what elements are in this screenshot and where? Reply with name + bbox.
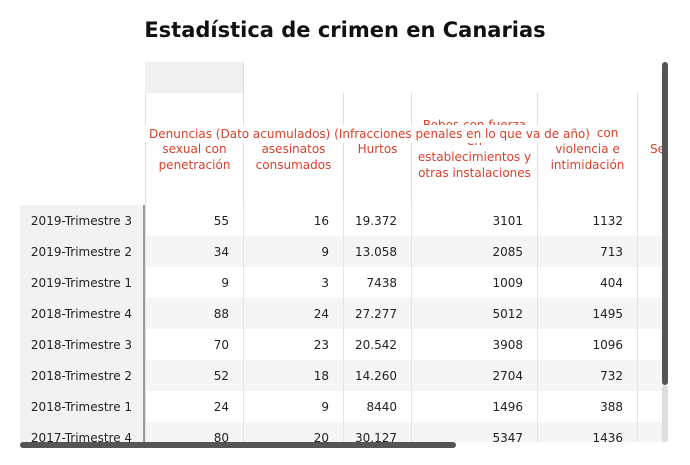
cell-value: 8440 bbox=[343, 391, 411, 422]
cell-value: 70 bbox=[145, 329, 243, 360]
cell-value: 55 bbox=[145, 205, 243, 236]
cell-value: 2704 bbox=[411, 360, 537, 391]
cell-value: 34 bbox=[145, 236, 243, 267]
scrollbar-track bbox=[662, 385, 668, 442]
cell-value: 52 bbox=[145, 360, 243, 391]
cell-empty bbox=[637, 205, 665, 236]
title: Estadística de crimen en Canarias bbox=[144, 18, 546, 42]
cell-value: 5347 bbox=[411, 422, 537, 442]
cell-value: 1436 bbox=[537, 422, 637, 442]
row-label: 2017-Trimestre 4 bbox=[20, 422, 145, 442]
column-header: Homicidios y asesinatos consumados bbox=[243, 93, 343, 205]
header-band bbox=[243, 62, 665, 93]
cell-value: 5012 bbox=[411, 298, 537, 329]
cell-empty bbox=[637, 267, 665, 298]
cell-value: 16 bbox=[243, 205, 343, 236]
cell-value: 7438 bbox=[343, 267, 411, 298]
cell-empty bbox=[637, 360, 665, 391]
cell-value: 27.277 bbox=[343, 298, 411, 329]
cell-value: 9 bbox=[243, 236, 343, 267]
cell-value: 18 bbox=[243, 360, 343, 391]
cell-empty bbox=[637, 329, 665, 360]
row-label: 2018-Trimestre 3 bbox=[20, 329, 145, 360]
table: Agresión sexual con penetraciónHomicidio… bbox=[20, 62, 665, 442]
row-label: 2018-Trimestre 4 bbox=[20, 298, 145, 329]
column-header: Se bbox=[637, 93, 665, 205]
tooltip: Denuncias (Dato acumulados) (Infraccione… bbox=[145, 125, 594, 143]
cell-empty bbox=[637, 391, 665, 422]
vertical-scrollbar[interactable] bbox=[662, 62, 668, 385]
cell-value: 404 bbox=[537, 267, 637, 298]
cell-value: 20 bbox=[243, 422, 343, 442]
cell-value: 24 bbox=[145, 391, 243, 422]
cell-value: 14.260 bbox=[343, 360, 411, 391]
cell-value: 3 bbox=[243, 267, 343, 298]
row-label: 2018-Trimestre 2 bbox=[20, 360, 145, 391]
cell-value: 1495 bbox=[537, 298, 637, 329]
cell-value: 24 bbox=[243, 298, 343, 329]
cell-empty bbox=[637, 298, 665, 329]
cell-value: 1496 bbox=[411, 391, 537, 422]
column-header: Robos con fuerza en establecimientos y o… bbox=[411, 93, 537, 205]
horizontal-scrollbar[interactable] bbox=[20, 442, 456, 448]
cell-value: 1132 bbox=[537, 205, 637, 236]
cell-value: 30.127 bbox=[343, 422, 411, 442]
cell-value: 88 bbox=[145, 298, 243, 329]
column-header: Hurtos bbox=[343, 93, 411, 205]
cell-value: 713 bbox=[537, 236, 637, 267]
cell-value: 388 bbox=[537, 391, 637, 422]
cell-value: 20.542 bbox=[343, 329, 411, 360]
column-header: Robos con violencia e intimidación bbox=[537, 93, 637, 205]
cell-value: 80 bbox=[145, 422, 243, 442]
cell-value: 2085 bbox=[411, 236, 537, 267]
row-label: 2018-Trimestre 1 bbox=[20, 391, 145, 422]
corner-cell bbox=[145, 62, 243, 93]
cell-empty bbox=[637, 422, 665, 442]
cell-value: 1096 bbox=[537, 329, 637, 360]
cell-value: 13.058 bbox=[343, 236, 411, 267]
row-label: 2019-Trimestre 1 bbox=[20, 267, 145, 298]
cell-value: 9 bbox=[145, 267, 243, 298]
cell-empty bbox=[637, 236, 665, 267]
cell-value: 23 bbox=[243, 329, 343, 360]
cell-value: 3101 bbox=[411, 205, 537, 236]
cell-value: 3908 bbox=[411, 329, 537, 360]
cell-value: 19.372 bbox=[343, 205, 411, 236]
row-label: 2019-Trimestre 3 bbox=[20, 205, 145, 236]
column-header: Agresión sexual con penetración bbox=[145, 93, 243, 205]
row-label: 2019-Trimestre 2 bbox=[20, 236, 145, 267]
cell-value: 732 bbox=[537, 360, 637, 391]
cell-value: 9 bbox=[243, 391, 343, 422]
cell-value: 1009 bbox=[411, 267, 537, 298]
